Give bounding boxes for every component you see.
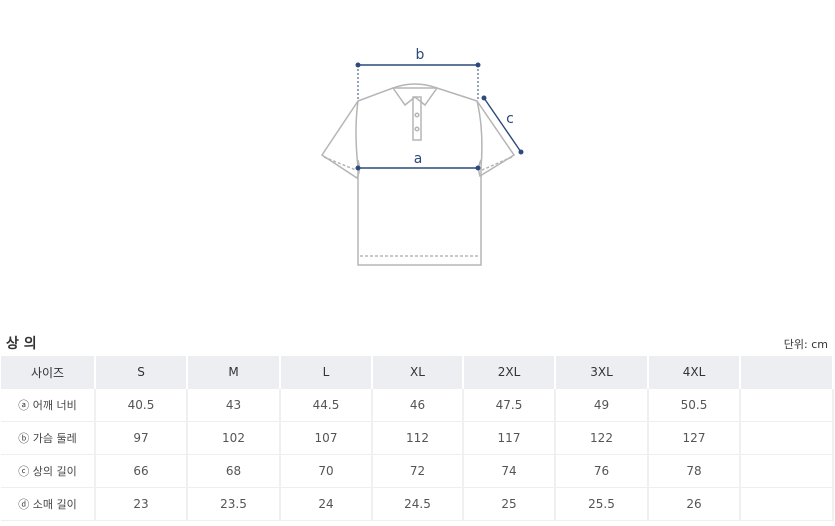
table-cell xyxy=(740,388,834,422)
polo-shirt-outline xyxy=(320,83,516,266)
row-label: ⓓ 소매 길이 xyxy=(1,487,96,521)
table-row: ⓐ 어깨 너비 40.5 43 44.5 46 47.5 49 50.5 xyxy=(1,388,834,422)
table-cell: 72 xyxy=(372,454,464,488)
table-row: ⓑ 가슴 둘레 97 102 107 112 117 122 127 xyxy=(1,421,834,455)
table-cell: 47.5 xyxy=(463,388,556,422)
table-cell: 117 xyxy=(463,421,556,455)
measure-line-c xyxy=(483,97,522,153)
label-b: b xyxy=(416,47,425,63)
table-cell: 50.5 xyxy=(648,388,741,422)
table-cell xyxy=(740,356,834,389)
table-cell: 70 xyxy=(280,454,373,488)
table-cell: 46 xyxy=(372,388,464,422)
unit-label: 단위: cm xyxy=(783,338,828,351)
table-cell: 122 xyxy=(555,421,649,455)
table-cell: 3XL xyxy=(555,356,649,389)
table-cell: 127 xyxy=(648,421,741,455)
table-cell: XL xyxy=(372,356,464,389)
label-a: a xyxy=(414,151,423,167)
table-cell: 25 xyxy=(463,487,556,521)
table-cell: 23.5 xyxy=(187,487,281,521)
shirt-diagram: b a c xyxy=(320,47,524,266)
table-row: ⓒ 상의 길이 66 68 70 72 74 76 78 xyxy=(1,454,834,488)
table-cell: 25.5 xyxy=(555,487,649,521)
table-cell: 102 xyxy=(187,421,281,455)
table-cell: 107 xyxy=(280,421,373,455)
table-cell xyxy=(740,487,834,521)
table-cell: 2XL xyxy=(463,356,556,389)
header-cell: 사이즈 xyxy=(1,356,96,389)
row-label: ⓑ 가슴 둘레 xyxy=(1,421,96,455)
table-cell: 78 xyxy=(648,454,741,488)
table-cell: 68 xyxy=(187,454,281,488)
table-cell: 23 xyxy=(95,487,188,521)
table-cell: 49 xyxy=(555,388,649,422)
table-cell: 66 xyxy=(95,454,188,488)
label-c: c xyxy=(506,111,514,127)
table-cell: 74 xyxy=(463,454,556,488)
table-cell: M xyxy=(187,356,281,389)
table-cell: 112 xyxy=(372,421,464,455)
table-cell: 4XL xyxy=(648,356,741,389)
table-row: ⓓ 소매 길이 23 23.5 24 24.5 25 25.5 26 xyxy=(1,487,834,521)
table-cell xyxy=(740,421,834,455)
section-title: 상 의 xyxy=(6,336,37,352)
row-label: ⓒ 상의 길이 xyxy=(1,454,96,488)
table-cell: S xyxy=(95,356,188,389)
table-cell: 43 xyxy=(187,388,281,422)
table-cell: 76 xyxy=(555,454,649,488)
table-cell: L xyxy=(280,356,373,389)
table-cell: 40.5 xyxy=(95,388,188,422)
table-cell xyxy=(740,454,834,488)
size-table: 사이즈 S M L XL 2XL 3XL 4XL ⓐ 어깨 너비 40.5 43 44.5 46 47.5… xyxy=(1,356,834,521)
table-header-row: 사이즈 S M L XL 2XL 3XL 4XL xyxy=(1,356,834,389)
table-cell: 26 xyxy=(648,487,741,521)
table-cell: 97 xyxy=(95,421,188,455)
table-cell: 44.5 xyxy=(280,388,373,422)
table-cell: 24 xyxy=(280,487,373,521)
table-cell: 24.5 xyxy=(372,487,464,521)
row-label: ⓐ 어깨 너비 xyxy=(1,388,96,422)
